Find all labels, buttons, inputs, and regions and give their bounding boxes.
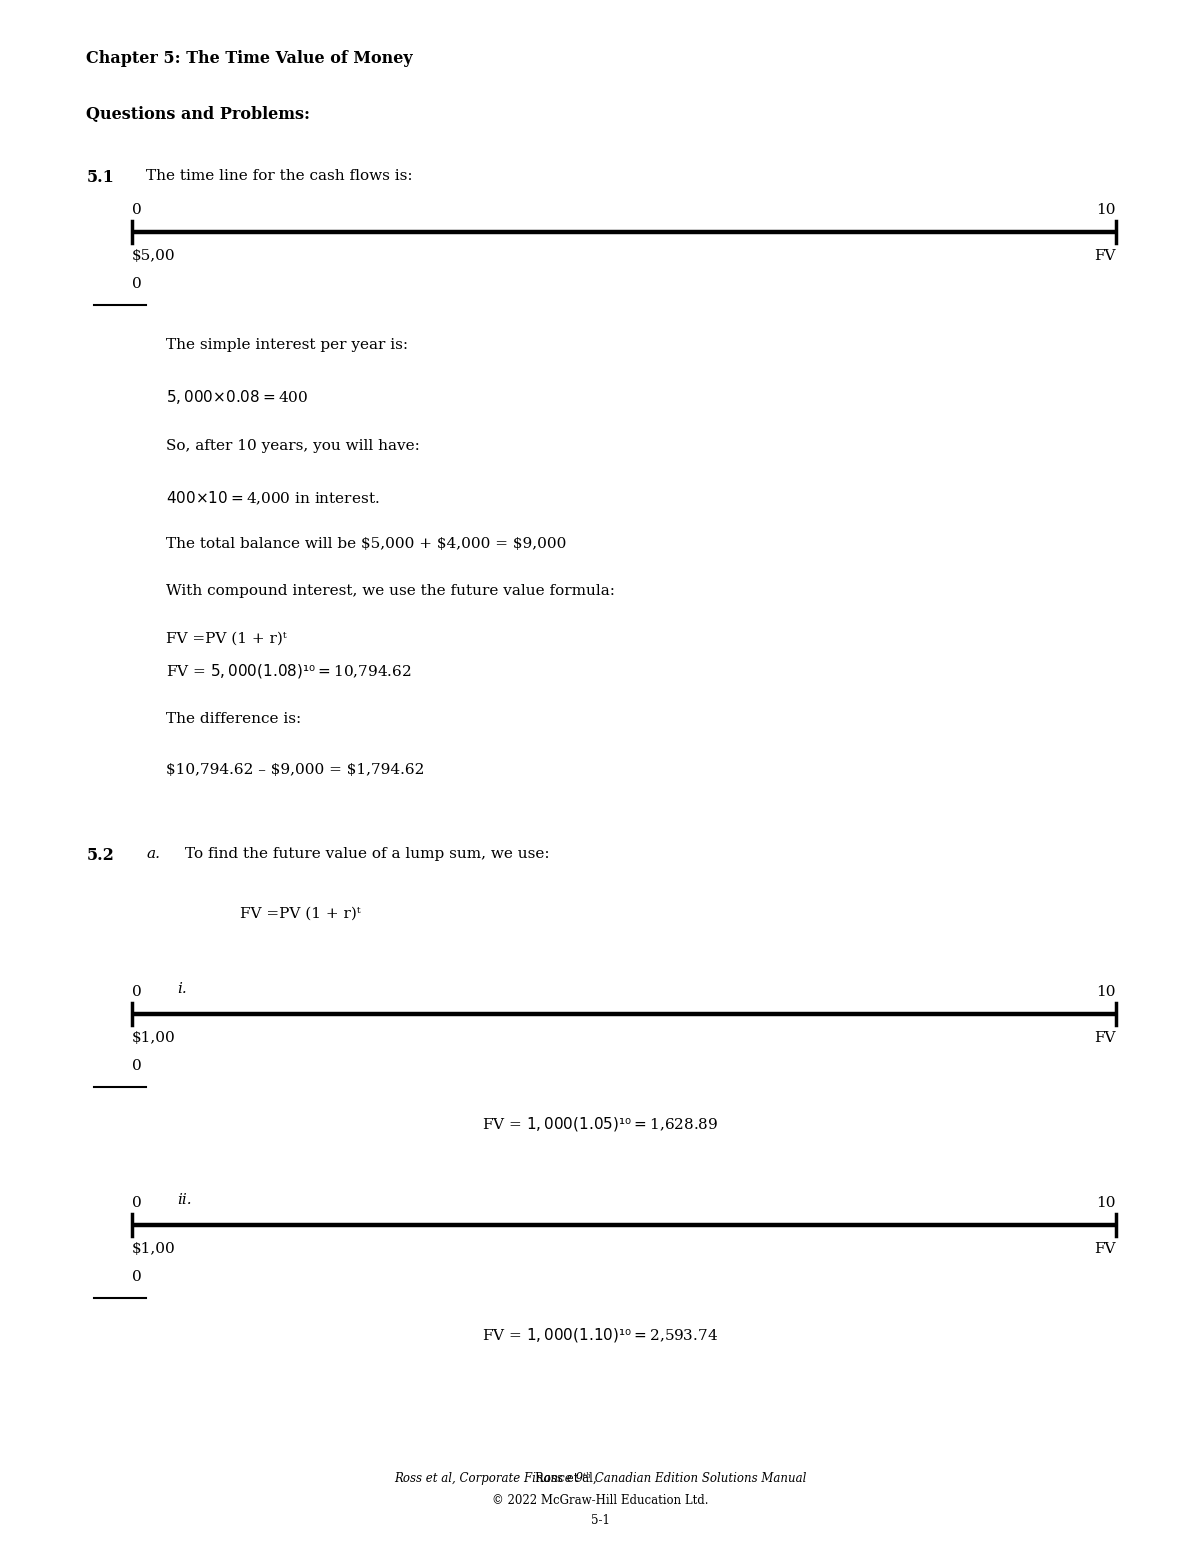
Text: FV: FV (1094, 1031, 1116, 1045)
Text: 0: 0 (132, 1059, 142, 1073)
Text: To find the future value of a lump sum, we use:: To find the future value of a lump sum, … (185, 846, 550, 862)
Text: 0: 0 (132, 276, 142, 292)
Text: Chapter 5: The Time Value of Money: Chapter 5: The Time Value of Money (86, 50, 413, 67)
Text: FV = $1,000 (1.05)¹⁰ = $1,628.89: FV = $1,000 (1.05)¹⁰ = $1,628.89 (482, 1115, 718, 1134)
Text: $5,000 × 0.08 = $400: $5,000 × 0.08 = $400 (166, 388, 308, 407)
Text: $1,00: $1,00 (132, 1242, 175, 1256)
Text: 10: 10 (1097, 985, 1116, 999)
Text: i.: i. (178, 981, 187, 997)
Text: 5.2: 5.2 (86, 846, 114, 863)
Text: The total balance will be $5,000 + $4,000 = $9,000: The total balance will be $5,000 + $4,00… (166, 536, 566, 551)
Text: $1,00: $1,00 (132, 1031, 175, 1045)
Text: FV =PV (1 + r)ᵗ: FV =PV (1 + r)ᵗ (166, 631, 287, 646)
Text: 0: 0 (132, 985, 142, 999)
Text: With compound interest, we use the future value formula:: With compound interest, we use the futur… (166, 584, 614, 598)
Text: 5-1: 5-1 (590, 1514, 610, 1527)
Text: FV: FV (1094, 248, 1116, 264)
Text: FV: FV (1094, 1242, 1116, 1256)
Text: $5,00: $5,00 (132, 248, 175, 264)
Text: Questions and Problems:: Questions and Problems: (86, 106, 311, 123)
Text: 0: 0 (132, 1270, 142, 1284)
Text: Ross et al, Corporate Finance 9ᵗʰ Canadian Edition Solutions Manual: Ross et al, Corporate Finance 9ᵗʰ Canadi… (394, 1472, 806, 1485)
Text: © 2022 McGraw-Hill Education Ltd.: © 2022 McGraw-Hill Education Ltd. (492, 1494, 708, 1506)
Text: $400 × 10 = $4,000 in interest.: $400 × 10 = $4,000 in interest. (166, 489, 379, 506)
Text: Ross et al,: Ross et al, (535, 1472, 600, 1485)
Text: FV = $1,000 (1.10)¹⁰ = $2,593.74: FV = $1,000 (1.10)¹⁰ = $2,593.74 (482, 1326, 718, 1345)
Text: 10: 10 (1097, 202, 1116, 216)
Text: $10,794.62 – $9,000 = $1,794.62: $10,794.62 – $9,000 = $1,794.62 (166, 763, 424, 776)
Text: The time line for the cash flows is:: The time line for the cash flows is: (146, 169, 413, 183)
Text: ii.: ii. (178, 1193, 192, 1208)
Text: a.: a. (146, 846, 161, 862)
Text: 0: 0 (132, 202, 142, 216)
Text: The simple interest per year is:: The simple interest per year is: (166, 339, 408, 353)
Text: 10: 10 (1097, 1196, 1116, 1210)
Text: So, after 10 years, you will have:: So, after 10 years, you will have: (166, 438, 420, 453)
Text: 5.1: 5.1 (86, 169, 114, 186)
Text: FV = $5,000 (1.08)¹⁰ = $10,794.62: FV = $5,000 (1.08)¹⁰ = $10,794.62 (166, 662, 412, 680)
Text: FV =PV (1 + r)ᵗ: FV =PV (1 + r)ᵗ (240, 907, 361, 921)
Text: 0: 0 (132, 1196, 142, 1210)
Text: The difference is:: The difference is: (166, 711, 301, 727)
